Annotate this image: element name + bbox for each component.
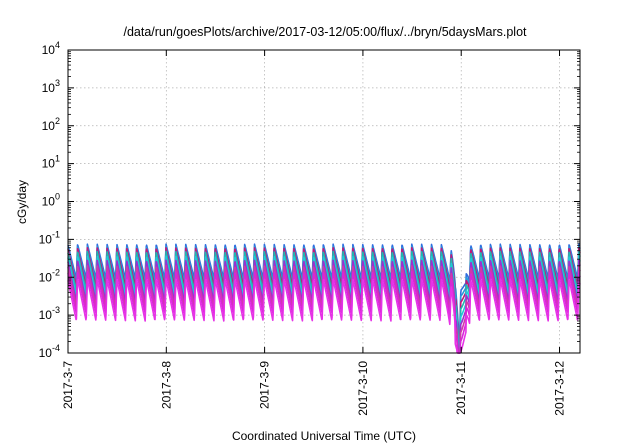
y-tick-label: 10-2 xyxy=(39,267,60,284)
x-axis-label: Coordinated Universal Time (UTC) xyxy=(232,429,416,443)
series-line xyxy=(67,265,581,354)
y-tick-label: 100 xyxy=(42,192,60,209)
x-tick-label: 2017-3-7 xyxy=(61,361,75,409)
y-axis-label: cGy/day xyxy=(15,180,29,224)
y-tick-label: 10-1 xyxy=(39,229,60,246)
y-tick-label: 10-3 xyxy=(39,305,60,322)
y-ticks: 10-4 10-3 10-2 10-1 100 101 102 103 104 xyxy=(39,40,580,360)
x-tick-label: 2017-3-9 xyxy=(258,361,272,409)
series-line xyxy=(67,278,581,354)
series-line xyxy=(67,255,581,354)
y-tick-label: 103 xyxy=(42,78,60,95)
y-tick-label: 101 xyxy=(42,154,60,171)
series-line xyxy=(67,270,581,354)
x-tick-label: 2017-3-12 xyxy=(553,361,567,416)
y-tick-label: 10-4 xyxy=(39,343,60,360)
series-group xyxy=(67,243,581,354)
chart-title: /data/run/goesPlots/archive/2017-03-12/0… xyxy=(123,25,527,39)
x-tick-label: 2017-3-10 xyxy=(356,361,370,416)
x-ticks: 2017-3-7 2017-3-8 2017-3-9 2017-3-10 2017-3-… xyxy=(61,50,567,416)
x-tick-label: 2017-3-11 xyxy=(454,361,468,415)
series-line xyxy=(67,250,581,350)
series-line xyxy=(67,259,581,354)
y-tick-label: 102 xyxy=(42,116,60,133)
y-tick-label: 104 xyxy=(42,40,60,57)
series-line xyxy=(67,246,581,345)
x-tick-label: 2017-3-8 xyxy=(159,361,173,409)
